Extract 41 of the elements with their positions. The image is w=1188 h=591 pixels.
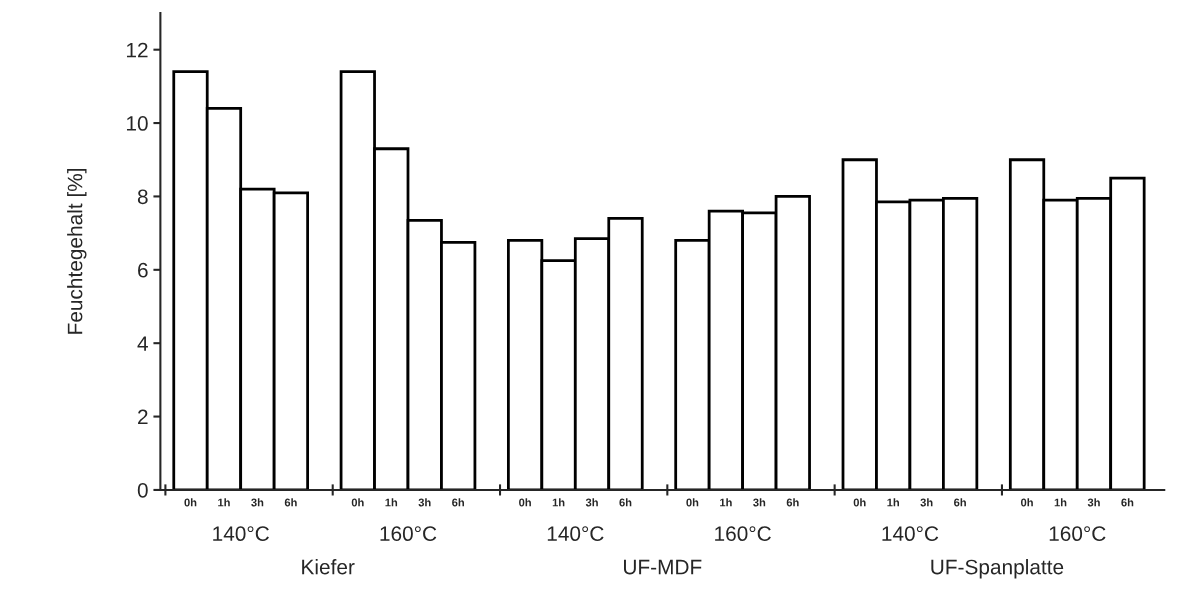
x-tick-label: 6h [452,498,464,507]
x-tick-label: 1h [1054,498,1067,507]
x-tick-label: 6h [1121,498,1134,507]
x-tick-label: 0h [853,498,866,507]
x-tick-label: 3h [1087,498,1100,507]
x-tick-label: 1h [385,498,398,507]
y-tick-label: 8 [137,189,148,205]
x-tick-label: 0h [519,498,531,507]
y-tick-label: 10 [126,116,148,131]
text: Kiefer [302,559,355,575]
y-axis-title: Feuchtegehalt [%] [67,168,87,334]
x-tick-label: 3h [251,498,264,507]
x-tick-label: 0h [184,498,197,507]
x-tick-label: 6h [619,498,632,507]
x-tick-label: 6h [786,498,799,507]
x-tick-label: 1h [218,498,230,507]
x-tick-label: 0h [686,498,699,507]
y-tick-label: 0 [137,482,148,498]
text: UF-Spanplatte [931,559,1064,579]
x-tick-label: 1h [887,498,899,507]
x-tick-label: 3h [418,498,431,507]
text: 140°C [882,526,939,542]
x-tick-label: 1h [552,498,565,507]
x-tick-label: 6h [954,498,966,507]
x-tick-label: 0h [1021,498,1033,507]
y-tick-label: 4 [137,336,148,351]
x-tick-label: 3h [920,498,933,507]
y-tick-label: 12 [126,42,148,58]
text: 160°C [1049,526,1106,542]
y-tick-label: 2 [138,409,148,425]
text: UF-MDF [624,559,702,575]
x-tick-label: 6h [284,498,297,507]
x-tick-label: 0h [351,498,364,507]
x-tick-label: 1h [720,498,732,507]
x-tick-label: 3h [753,498,766,507]
text: 160°C [380,526,437,542]
y-tick-label: 6 [138,262,148,278]
text: 160°C [715,526,771,542]
x-tick-label: 3h [585,498,598,507]
text: 140°C [213,526,269,542]
text: 140°C [547,526,604,542]
